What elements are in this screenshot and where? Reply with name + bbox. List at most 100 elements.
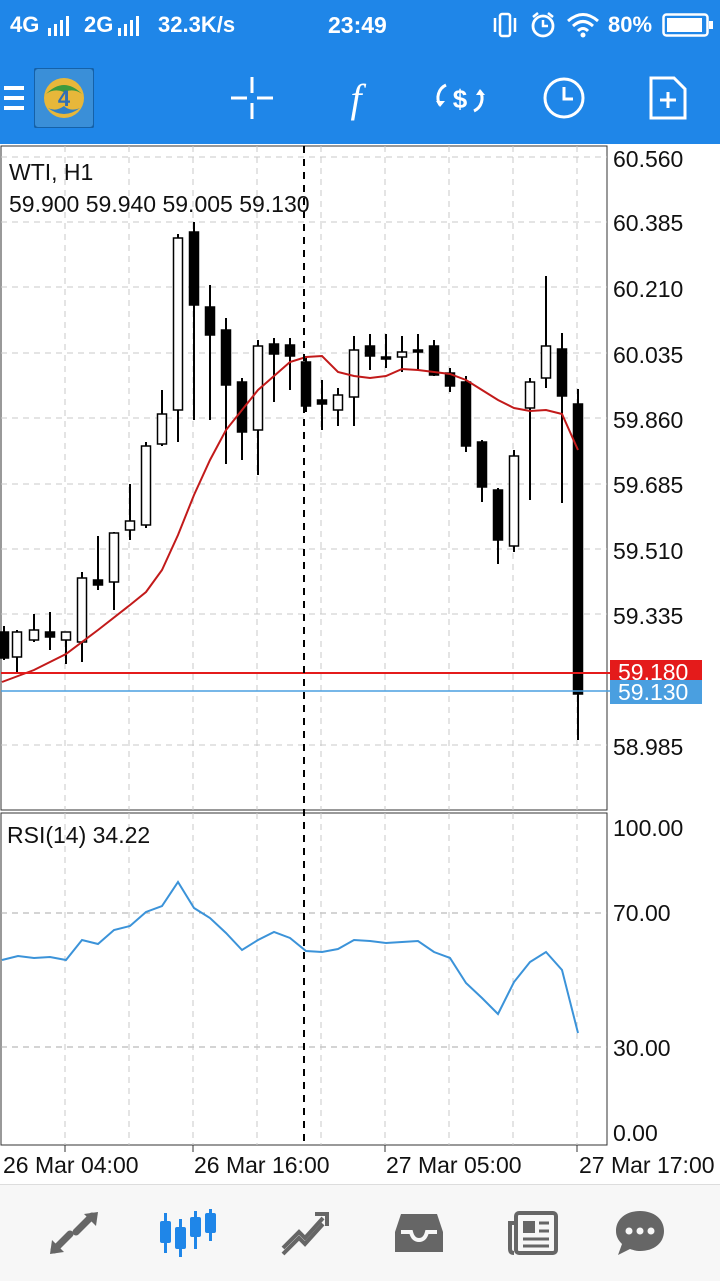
bear-candle <box>380 356 392 360</box>
price-axis-label: 59.335 <box>613 603 684 629</box>
svg-text:$: $ <box>453 84 468 114</box>
price-chart[interactable] <box>0 144 720 1184</box>
timeframe-button[interactable] <box>534 52 594 144</box>
price-axis-label: 59.685 <box>613 472 684 498</box>
bear-candle <box>204 306 216 336</box>
menu-button[interactable] <box>0 52 30 144</box>
bull-candle <box>348 349 360 398</box>
bear-candle <box>236 381 248 433</box>
timeframe-icon <box>543 77 585 119</box>
moving-average-line <box>1 354 579 683</box>
rsi-axis-label: 70.00 <box>613 900 671 926</box>
bear-candle <box>412 349 424 353</box>
chart-icon <box>160 1209 216 1257</box>
nav-chart[interactable] <box>128 1185 248 1281</box>
app-logo-button[interactable]: 4 <box>33 52 95 144</box>
symbol-change-icon: $ <box>436 83 485 114</box>
metatrader-logo: 4 <box>34 68 94 128</box>
nav-trade[interactable] <box>244 1185 364 1281</box>
bear-candle <box>284 344 296 357</box>
time-axis-label: 26 Mar 04:00 <box>3 1152 139 1178</box>
bear-candle <box>316 399 328 405</box>
bear-candle <box>188 231 200 306</box>
time-axis-label: 27 Mar 17:00 <box>579 1152 715 1178</box>
nav-news[interactable] <box>474 1185 594 1281</box>
trade-icon <box>281 1212 329 1256</box>
bear-candle <box>460 381 472 447</box>
bull-candle <box>396 351 408 358</box>
nav-messages[interactable] <box>580 1185 700 1281</box>
bull-candle <box>11 631 23 658</box>
rsi-axis-label: 0.00 <box>613 1120 658 1146</box>
alarm-icon <box>531 12 555 38</box>
chart-symbol: WTI, H1 <box>9 159 94 185</box>
rsi-axis-label: 100.00 <box>613 815 684 841</box>
bear-candle <box>556 348 568 397</box>
time-axis-label: 26 Mar 16:00 <box>194 1152 330 1178</box>
quotes-icon <box>50 1212 98 1254</box>
bear-candle <box>0 631 10 659</box>
indicators-button[interactable]: f <box>326 52 386 144</box>
history-icon <box>395 1214 443 1252</box>
bull-candle <box>108 532 120 583</box>
bull-candle <box>172 237 184 411</box>
price-axis-label: 59.860 <box>613 407 684 433</box>
signal-icon <box>48 16 69 36</box>
bull-candle <box>508 455 520 547</box>
price-axis-label: 60.035 <box>613 342 684 368</box>
bottom-navigation <box>0 1184 720 1281</box>
rsi-label: RSI(14) 34.22 <box>7 822 151 848</box>
bull-candle <box>140 445 152 526</box>
bear-candle <box>44 631 56 638</box>
vibrate-icon <box>493 12 517 38</box>
battery-icon <box>662 13 713 37</box>
bull-candle <box>540 345 552 379</box>
rsi-line <box>1 880 579 1034</box>
chart-area[interactable] <box>0 144 720 1184</box>
time-axis-label: 27 Mar 05:00 <box>386 1152 522 1178</box>
bear-candle <box>92 579 104 586</box>
new-order-button[interactable] <box>638 52 698 144</box>
price-axis-label: 60.385 <box>613 210 684 236</box>
bear-candle <box>428 345 440 376</box>
signal-icon-2 <box>118 16 139 36</box>
bull-candle <box>156 413 168 445</box>
bear-candle <box>300 361 312 407</box>
bull-candle <box>76 577 88 643</box>
bear-candle <box>268 343 280 355</box>
rsi-axis-label: 30.00 <box>613 1035 671 1061</box>
svg-text:4: 4 <box>58 86 71 111</box>
bull-candle <box>28 629 40 641</box>
bull-candle <box>252 345 264 431</box>
price-axis-label: 60.560 <box>613 146 684 172</box>
bull-candle <box>332 394 344 411</box>
symbol-change-button[interactable]: $ <box>428 52 492 144</box>
network-4g: 4G <box>10 12 40 37</box>
crosshair-button[interactable] <box>222 52 282 144</box>
nav-quotes[interactable] <box>14 1185 134 1281</box>
bear-candle <box>364 345 376 357</box>
last-price-tag: 59.130 <box>610 680 702 704</box>
nav-history[interactable] <box>359 1185 479 1281</box>
new-order-icon <box>649 76 687 120</box>
bull-candle <box>124 520 136 531</box>
bear-candle <box>492 489 504 541</box>
price-axis-label: 59.510 <box>613 538 684 564</box>
news-icon <box>508 1211 558 1255</box>
bull-candle <box>60 631 72 641</box>
bear-candle <box>220 329 232 386</box>
network-speed: 32.3K/s <box>158 12 236 37</box>
bear-candle <box>572 403 584 695</box>
bull-candle <box>524 381 536 409</box>
crosshair-icon <box>231 77 273 119</box>
wifi-icon <box>567 13 599 38</box>
menu-icon <box>4 86 24 110</box>
bear-candle <box>476 441 488 488</box>
chart-ohlc: 59.900 59.940 59.005 59.130 <box>9 191 310 217</box>
chart-toolbar: 4 f $ <box>0 52 720 144</box>
price-axis-label: 60.210 <box>613 276 684 302</box>
messages-icon <box>616 1211 664 1255</box>
network-2g: 2G <box>84 12 114 37</box>
clock: 23:49 <box>328 12 387 38</box>
price-axis-label: 58.985 <box>613 734 684 760</box>
